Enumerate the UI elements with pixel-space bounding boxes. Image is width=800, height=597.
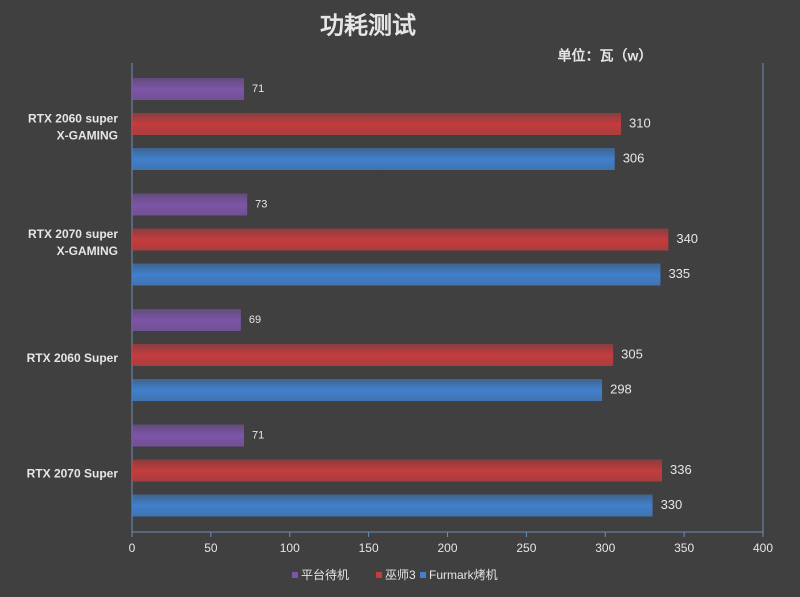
x-tick-label: 300: [595, 541, 615, 555]
legend-label: Furmark烤机: [429, 567, 498, 582]
bar: [132, 494, 653, 517]
data-label: 306: [623, 150, 645, 165]
x-tick-label: 100: [280, 541, 300, 555]
legend-label: 巫师3: [385, 568, 416, 582]
legend-swatch: [376, 572, 382, 578]
data-label: 330: [661, 497, 683, 512]
bar: [132, 113, 622, 135]
legend-label: 平台待机: [301, 567, 349, 582]
data-label: 335: [668, 266, 690, 281]
chart-subtitle: 单位：瓦（w）: [558, 48, 653, 64]
y-tick-label: RTX 2060 Super: [27, 351, 119, 365]
bar: [132, 424, 245, 447]
bar: [132, 228, 669, 251]
x-tick-label: 150: [359, 541, 379, 555]
bar: [132, 148, 615, 170]
y-tick-label: RTX 2070 super X-GAMING: [28, 227, 118, 258]
legend-swatch: [420, 572, 426, 578]
x-tick-label: 250: [516, 541, 536, 555]
x-tick-label: 400: [753, 541, 773, 555]
data-label: 71: [252, 429, 264, 441]
data-label: 340: [676, 231, 698, 246]
data-label: 71: [252, 83, 264, 95]
x-tick-label: 350: [674, 541, 694, 555]
bar: [132, 309, 241, 331]
bar: [132, 263, 661, 286]
data-label: 310: [629, 115, 651, 130]
y-tick-label: RTX 2060 super X-GAMING: [28, 111, 118, 142]
legend-swatch: [292, 572, 298, 578]
data-label: 336: [670, 462, 692, 477]
data-label: 69: [249, 314, 261, 326]
bar: [132, 459, 663, 482]
x-tick-label: 0: [129, 541, 136, 555]
x-tick-label: 200: [437, 541, 457, 555]
y-tick-label: RTX 2070 Super: [27, 466, 119, 480]
chart-title: 功耗测试: [320, 12, 416, 39]
bar: [132, 193, 248, 216]
data-label: 305: [621, 346, 643, 361]
bar: [132, 344, 614, 366]
x-tick-label: 50: [204, 541, 218, 555]
bar: [132, 78, 245, 100]
data-label: 298: [610, 381, 632, 396]
data-label: 73: [255, 198, 267, 210]
bar: [132, 379, 603, 401]
